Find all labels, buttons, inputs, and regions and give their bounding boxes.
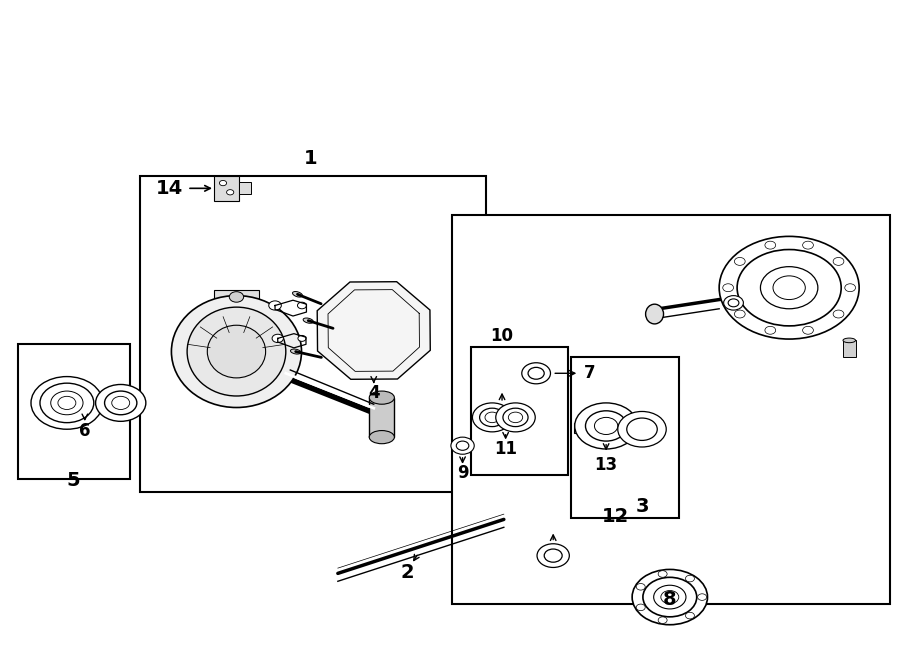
Text: 2: 2 [400, 563, 414, 582]
Circle shape [451, 437, 474, 454]
Text: 3: 3 [636, 497, 650, 516]
Bar [574, 422, 592, 433]
Circle shape [617, 411, 666, 447]
Circle shape [845, 284, 856, 292]
Circle shape [737, 250, 842, 326]
Circle shape [803, 327, 814, 334]
Text: 14: 14 [156, 179, 183, 198]
Circle shape [575, 403, 637, 449]
Circle shape [544, 549, 562, 563]
Circle shape [734, 310, 745, 318]
Circle shape [31, 377, 103, 429]
Circle shape [626, 418, 657, 440]
Circle shape [472, 403, 512, 432]
Bar [214, 176, 239, 201]
Circle shape [833, 310, 844, 318]
Circle shape [686, 575, 695, 582]
Ellipse shape [843, 338, 856, 342]
Circle shape [40, 383, 94, 422]
Circle shape [728, 299, 739, 307]
Bar [572, 357, 679, 518]
Circle shape [272, 334, 284, 342]
Text: 10: 10 [491, 327, 514, 345]
Ellipse shape [207, 325, 266, 378]
Ellipse shape [171, 295, 302, 408]
Ellipse shape [369, 391, 394, 405]
Circle shape [643, 577, 697, 617]
Ellipse shape [303, 318, 313, 323]
Text: 12: 12 [601, 506, 629, 525]
Text: 9: 9 [456, 464, 468, 483]
Circle shape [298, 335, 306, 341]
Circle shape [522, 363, 551, 384]
Circle shape [661, 590, 679, 603]
Circle shape [719, 237, 860, 339]
Text: 13: 13 [595, 457, 617, 475]
Circle shape [230, 292, 244, 302]
Ellipse shape [292, 292, 302, 297]
Circle shape [579, 424, 588, 431]
Text: 7: 7 [584, 364, 596, 382]
Circle shape [803, 241, 814, 249]
Text: 6: 6 [79, 422, 91, 440]
Text: 5: 5 [67, 471, 80, 490]
Text: 8: 8 [663, 590, 677, 609]
Bar [239, 182, 251, 194]
Circle shape [95, 385, 146, 421]
Circle shape [636, 584, 645, 590]
Circle shape [636, 604, 645, 611]
Circle shape [653, 585, 686, 609]
Circle shape [496, 403, 536, 432]
Bar [843, 340, 856, 357]
Circle shape [734, 257, 745, 265]
Circle shape [298, 302, 306, 309]
Circle shape [50, 391, 83, 414]
Circle shape [528, 368, 544, 379]
Circle shape [227, 190, 234, 195]
Circle shape [833, 257, 844, 265]
Bar [140, 176, 486, 492]
Circle shape [773, 276, 806, 299]
Polygon shape [317, 282, 430, 379]
Circle shape [537, 544, 570, 567]
Circle shape [508, 412, 523, 422]
Text: 4: 4 [368, 384, 380, 402]
Ellipse shape [645, 304, 663, 324]
Text: 1: 1 [304, 149, 318, 167]
Bar [214, 290, 259, 304]
Ellipse shape [291, 349, 301, 354]
Circle shape [632, 569, 707, 625]
Circle shape [58, 397, 76, 409]
Circle shape [765, 327, 776, 334]
Circle shape [269, 301, 282, 310]
Circle shape [480, 408, 505, 426]
Ellipse shape [187, 307, 286, 396]
Circle shape [104, 391, 137, 414]
Circle shape [586, 410, 626, 441]
Circle shape [760, 266, 818, 309]
Circle shape [724, 295, 743, 310]
Circle shape [220, 180, 227, 186]
Bar [17, 344, 130, 479]
Bar [471, 347, 568, 475]
Circle shape [658, 617, 667, 623]
Circle shape [485, 412, 500, 422]
Circle shape [456, 441, 469, 450]
Circle shape [765, 241, 776, 249]
Bar [452, 215, 889, 603]
Circle shape [698, 594, 706, 600]
Circle shape [723, 284, 734, 292]
Bar [369, 398, 394, 437]
Circle shape [595, 417, 617, 434]
Circle shape [658, 570, 667, 577]
Circle shape [503, 408, 528, 426]
Circle shape [112, 397, 130, 409]
Circle shape [686, 612, 695, 619]
Text: 11: 11 [494, 440, 518, 458]
Ellipse shape [369, 430, 394, 444]
